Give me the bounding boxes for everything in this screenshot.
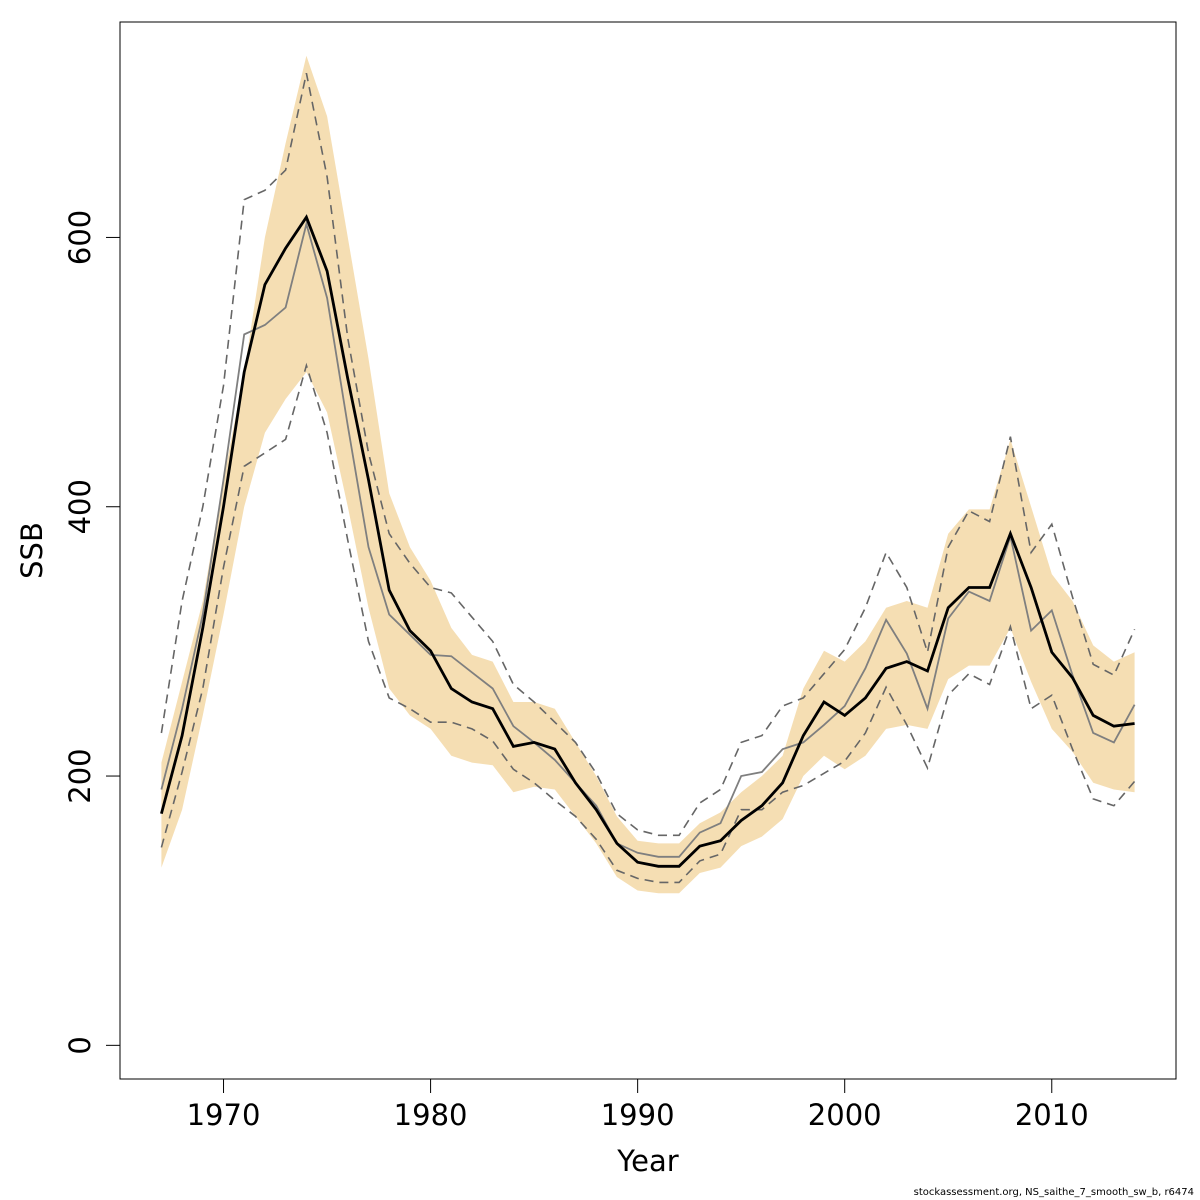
x-tick-label: 2010 [1015,1098,1089,1132]
credit-text: stockassessment.org, NS_saithe_7_smooth_… [913,1187,1194,1198]
y-tick-label: 600 [63,210,97,265]
x-axis: 1970 1980 1990 2000 2010 [187,1078,1089,1132]
x-tick-label: 1970 [187,1098,261,1132]
x-tick-label: 1980 [394,1098,468,1132]
x-tick-label: 1990 [601,1098,675,1132]
confidence-band [161,55,1135,894]
y-tick-label: 400 [63,479,97,534]
x-axis-title: Year [616,1144,678,1178]
estimate-line [160,214,1135,868]
upper-bound-dashed-line [160,73,1136,837]
alternative-estimate-line [160,220,1136,858]
y-tick-label: 200 [63,748,97,803]
lower-bound-dashed-line [160,362,1136,884]
x-tick-label: 2000 [808,1098,882,1132]
y-axis: 0 200 400 600 [63,210,121,1055]
y-tick-label: 0 [63,1036,97,1054]
y-axis-title: SSB [15,522,49,579]
